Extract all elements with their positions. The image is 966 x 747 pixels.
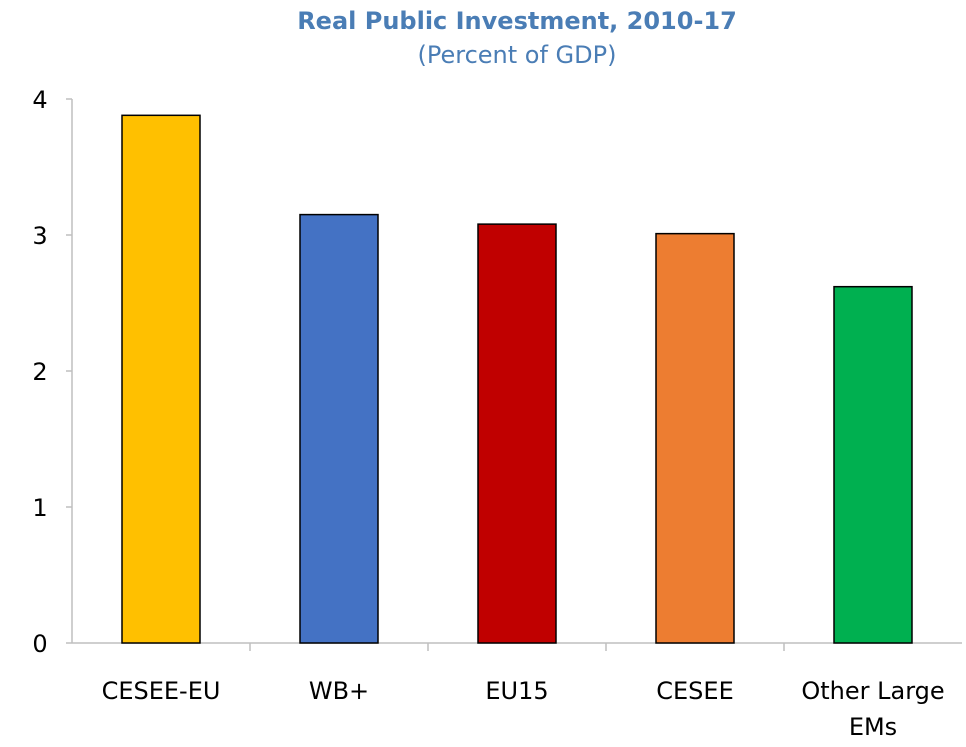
bar (655, 232, 735, 644)
x-tick-label: WB+ (308, 677, 370, 705)
y-tick-label: 4 (32, 86, 47, 114)
y-tick-label: 2 (32, 358, 47, 386)
bar (477, 223, 557, 644)
bar (833, 285, 913, 644)
bar (299, 213, 379, 644)
x-tick-label: CESEE (656, 677, 734, 705)
x-tick-label: CESEE-EU (101, 677, 221, 705)
x-tick-label: Other Large EMs (801, 677, 945, 741)
chart-title: Real Public Investment, 2010-17 (297, 7, 737, 35)
y-tick-label: 1 (32, 494, 47, 522)
chart-subtitle: (Percent of GDP) (418, 41, 617, 69)
y-tick-label: 0 (32, 630, 47, 658)
y-tick-label: 3 (32, 222, 47, 250)
x-tick-label: EU15 (485, 677, 549, 705)
bar (121, 114, 201, 644)
